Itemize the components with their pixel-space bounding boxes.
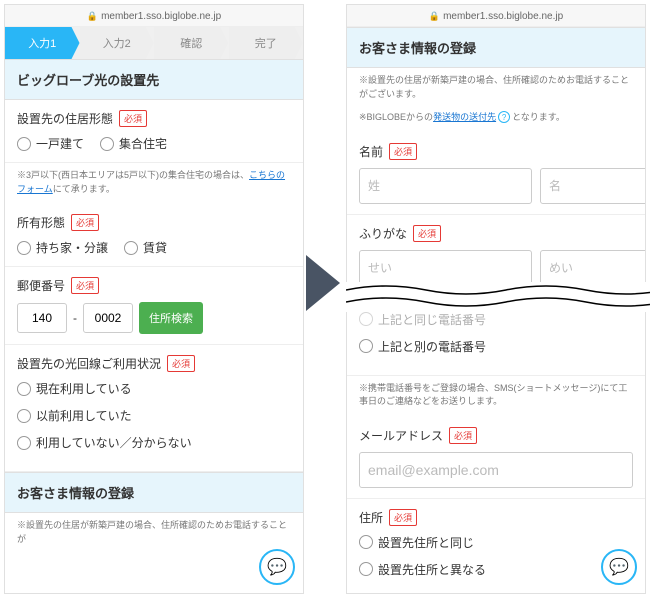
tab-input2[interactable]: 入力2 <box>80 27 155 59</box>
line-block: 設置先の光回線ご利用状況 必須 現在利用している 以前利用していた 利用していな… <box>5 345 303 472</box>
radio-rental[interactable]: 賃貸 <box>124 239 167 256</box>
addr-label: 住所 <box>359 509 383 526</box>
address-block: 住所 必須 設置先住所と同じ 設置先住所と異なる <box>347 499 645 595</box>
arrow-icon <box>306 255 340 311</box>
required-badge: 必須 <box>449 427 477 444</box>
postal-block: 郵便番号 必須 - 住所検索 <box>5 267 303 345</box>
chat-button[interactable]: 💬 <box>601 549 637 585</box>
dash: - <box>73 311 77 325</box>
radio-icon <box>17 382 31 396</box>
chat-icon: 💬 <box>267 557 287 577</box>
url-text: member1.sso.biglobe.ne.jp <box>101 11 221 22</box>
help-icon[interactable]: ? <box>498 111 510 123</box>
step-tabs: 入力1 入力2 確認 完了 <box>5 27 303 59</box>
radio-diff-phone[interactable]: 上記と別の電話番号 <box>359 338 633 355</box>
url-bar: 🔒member1.sso.biglobe.ne.jp <box>5 5 303 27</box>
chat-icon: 💬 <box>609 557 629 577</box>
name-block: 名前 必須 <box>347 133 645 215</box>
radio-apartment[interactable]: 集合住宅 <box>100 135 167 152</box>
radio-icon <box>359 562 373 576</box>
email-input[interactable] <box>359 452 633 488</box>
foot-note: ※設置先の住居が新築戸建の場合、住所確認のためお電話することが <box>5 513 303 554</box>
lastname-input[interactable] <box>359 168 532 204</box>
required-badge: 必須 <box>167 355 195 372</box>
radio-using[interactable]: 現在利用している <box>17 380 291 397</box>
lock-icon: 🔒 <box>429 11 440 21</box>
tab-input1[interactable]: 入力1 <box>5 27 80 59</box>
phone-block: 上記と同じ電話番号 上記と別の電話番号 <box>347 311 645 376</box>
screen-left: 🔒member1.sso.biglobe.ne.jp 入力1 入力2 確認 完了… <box>4 4 304 594</box>
radio-icon <box>359 535 373 549</box>
radio-addr-same[interactable]: 設置先住所と同じ <box>359 534 633 551</box>
name-label: 名前 <box>359 143 383 160</box>
note2: ※BIGLOBEからの発送物の送付先?となります。 <box>347 105 645 133</box>
radio-same-phone[interactable]: 上記と同じ電話番号 <box>359 311 633 328</box>
email-block: メールアドレス 必須 <box>347 417 645 499</box>
lock-icon: 🔒 <box>87 11 98 21</box>
radio-icon <box>359 312 373 326</box>
kana-block: ふりがな 必須 <box>347 215 645 297</box>
radio-detached[interactable]: 一戸建て <box>17 135 84 152</box>
required-badge: 必須 <box>389 143 417 160</box>
radio-icon <box>17 436 31 450</box>
radio-icon <box>100 137 114 151</box>
kana-last-input[interactable] <box>359 250 532 286</box>
postal-2[interactable] <box>83 303 133 333</box>
postal-label: 郵便番号 <box>17 277 65 294</box>
url-text: member1.sso.biglobe.ne.jp <box>443 11 563 22</box>
wave-gap <box>347 297 645 311</box>
radio-icon <box>17 409 31 423</box>
housing-note: ※3戸以下(西日本エリアは5戸以下)の集合住宅の場合は、こちらのフォームにて承り… <box>5 163 303 204</box>
kana-label: ふりがな <box>359 225 407 242</box>
own-label: 所有形態 <box>17 214 65 231</box>
firstname-input[interactable] <box>540 168 646 204</box>
search-address-button[interactable]: 住所検索 <box>139 302 203 334</box>
required-badge: 必須 <box>71 214 99 231</box>
note1: ※設置先の住居が新築戸建の場合、住所確認のためお電話することがございます。 <box>347 68 645 109</box>
phone-note: ※携帯電話番号をご登録の場合、SMS(ショートメッセージ)にて工事日のご連絡など… <box>347 376 645 417</box>
housing-label: 設置先の住居形態 <box>17 110 113 127</box>
radio-used[interactable]: 以前利用していた <box>17 407 291 424</box>
email-label: メールアドレス <box>359 427 443 444</box>
section-install: ビッグローブ光の設置先 <box>5 59 303 100</box>
required-badge: 必須 <box>389 509 417 526</box>
radio-icon <box>124 241 138 255</box>
housing-block: 設置先の住居形態 必須 一戸建て 集合住宅 <box>5 100 303 163</box>
radio-icon <box>359 339 373 353</box>
line-label: 設置先の光回線ご利用状況 <box>17 355 161 372</box>
screen-right: 🔒member1.sso.biglobe.ne.jp お客さま情報の登録 ※設置… <box>346 4 646 594</box>
postal-1[interactable] <box>17 303 67 333</box>
radio-icon <box>17 241 31 255</box>
radio-addr-diff[interactable]: 設置先住所と異なる <box>359 561 633 578</box>
ownership-block: 所有形態 必須 持ち家・分譲 賃貸 <box>5 204 303 267</box>
kana-first-input[interactable] <box>540 250 646 286</box>
radio-notusing[interactable]: 利用していない／分からない <box>17 434 291 451</box>
required-badge: 必須 <box>413 225 441 242</box>
url-bar: 🔒member1.sso.biglobe.ne.jp <box>347 5 645 27</box>
chat-button[interactable]: 💬 <box>259 549 295 585</box>
radio-owned[interactable]: 持ち家・分譲 <box>17 239 108 256</box>
tab-confirm[interactable]: 確認 <box>154 27 229 59</box>
tab-done[interactable]: 完了 <box>229 27 304 59</box>
required-badge: 必須 <box>71 277 99 294</box>
radio-icon <box>17 137 31 151</box>
shipping-link[interactable]: 発送物の送付先 <box>433 112 496 122</box>
required-badge: 必須 <box>119 110 147 127</box>
section-customer: お客さま情報の登録 <box>5 472 303 513</box>
section-customer: お客さま情報の登録 <box>347 27 645 68</box>
